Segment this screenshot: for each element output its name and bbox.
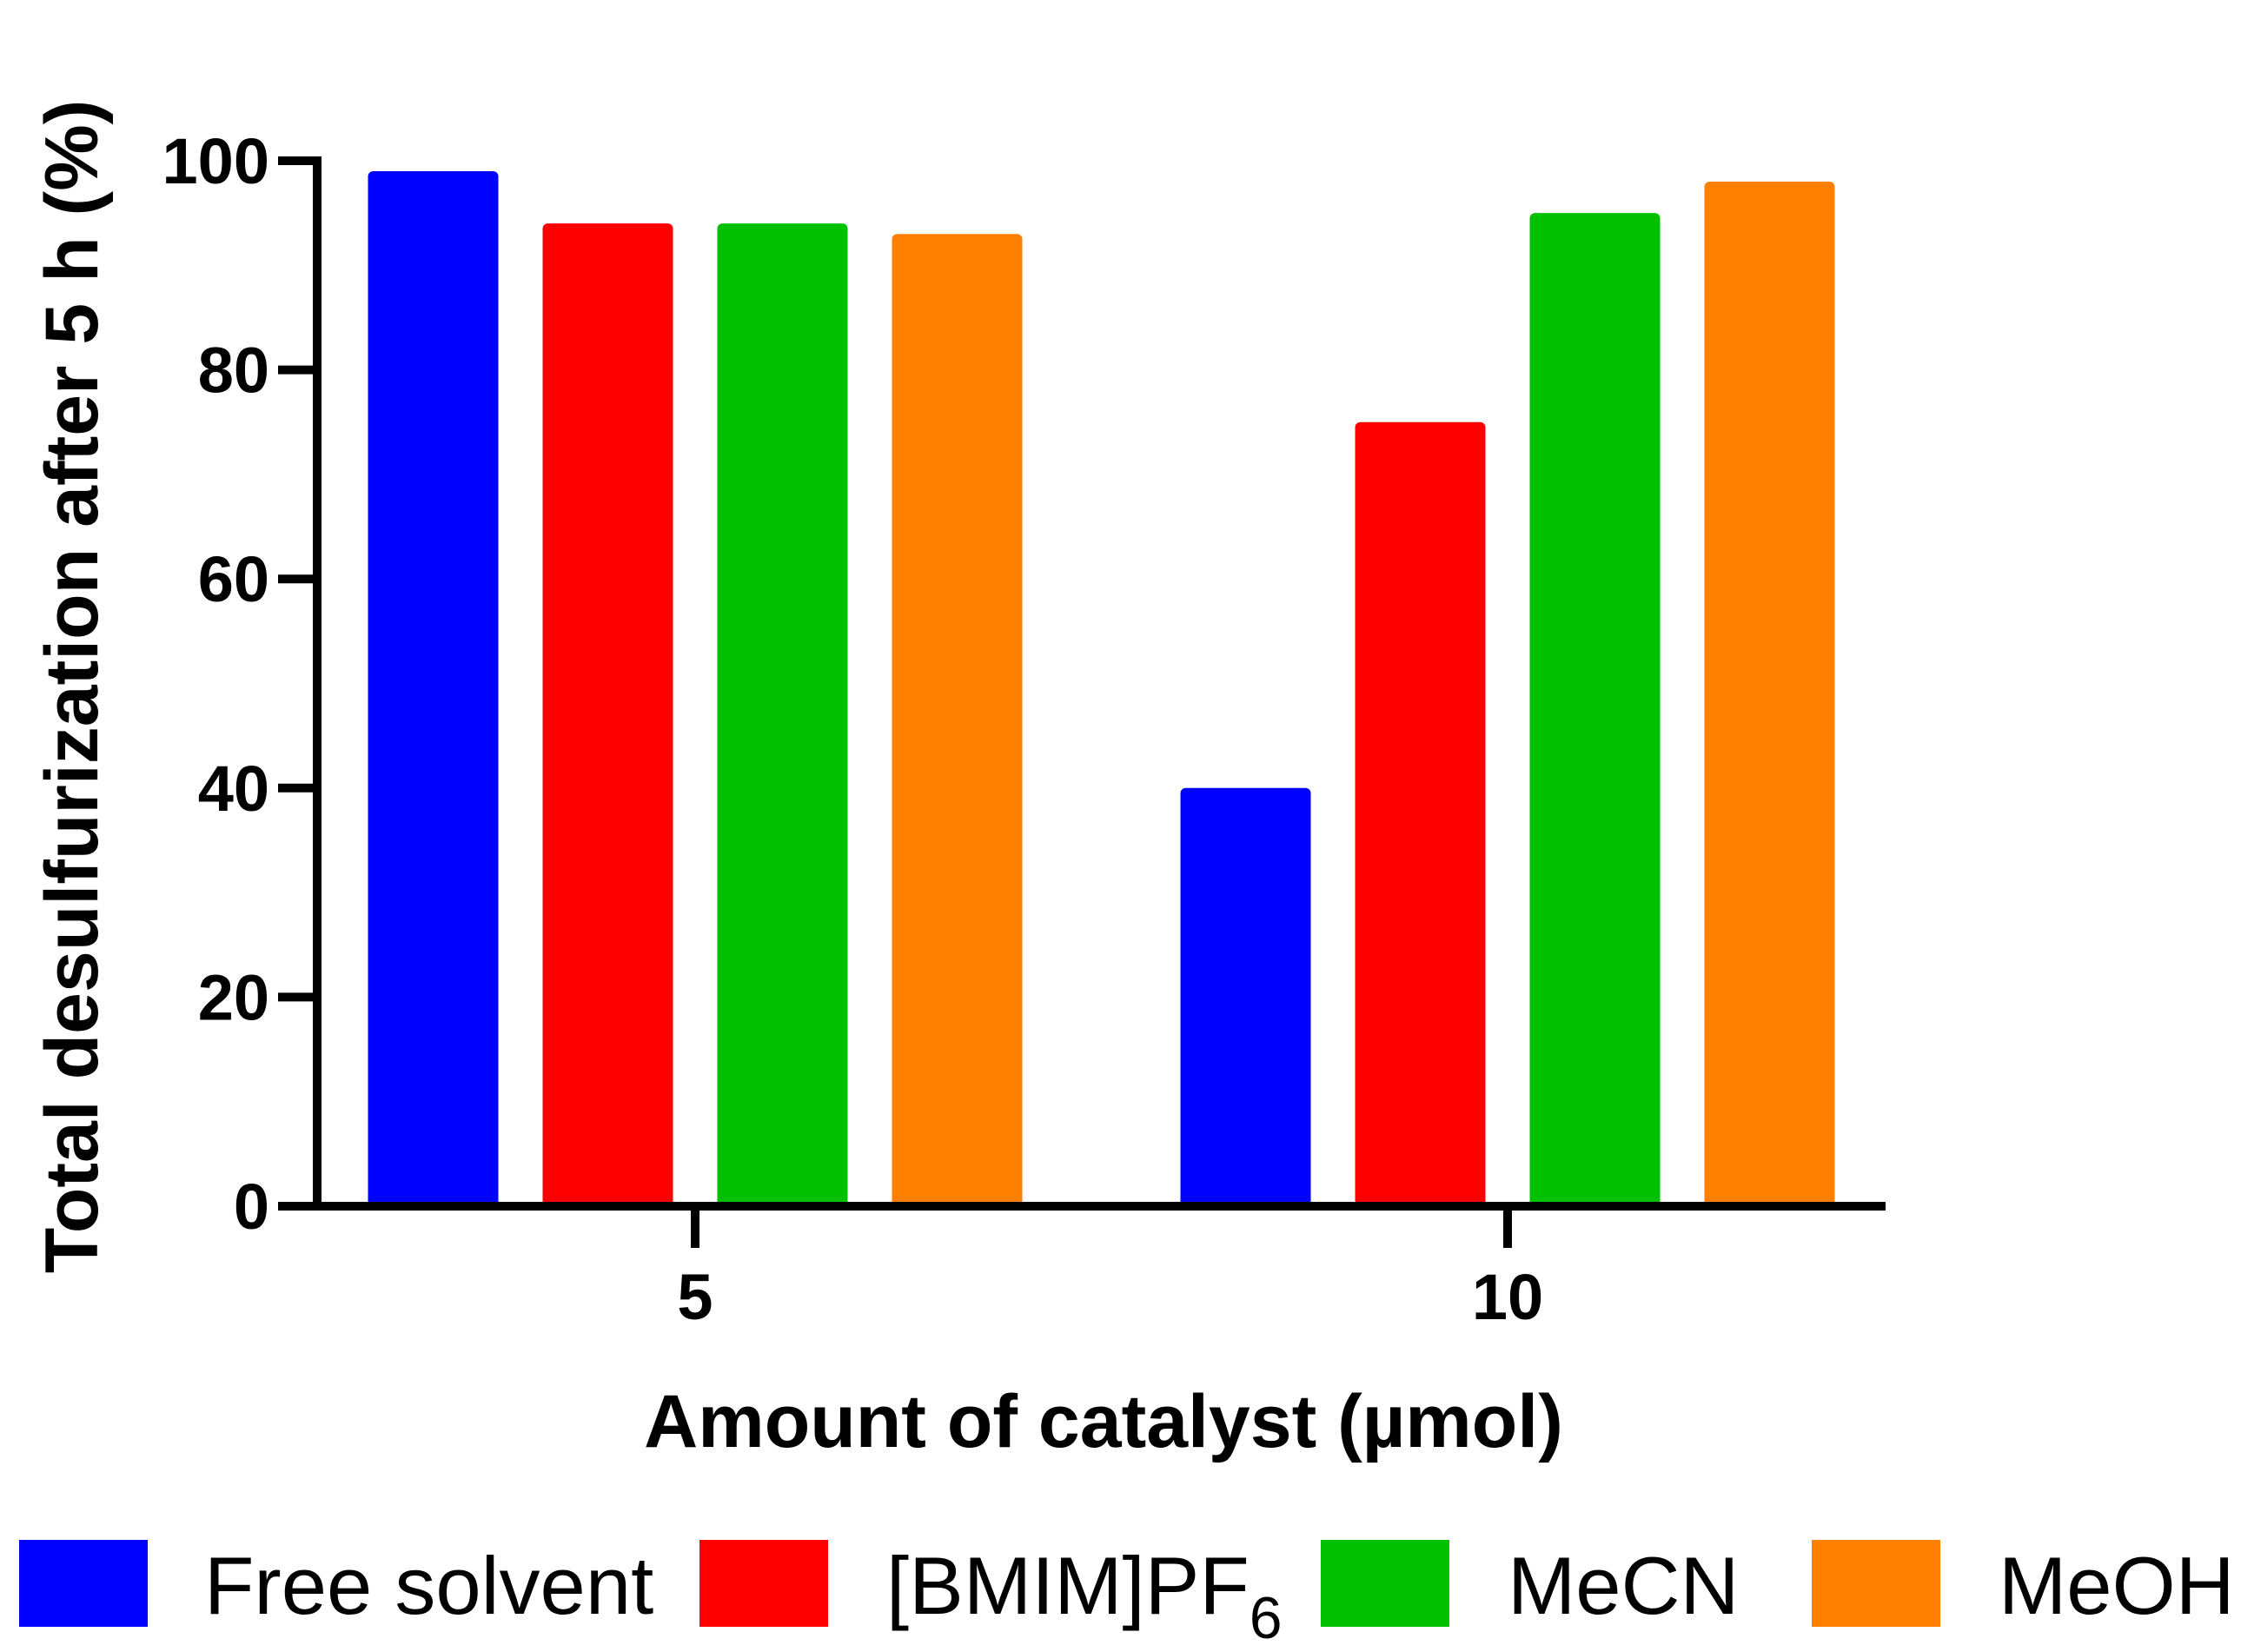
labels: 0 20 40 60 80 100 5 10 Amount of catalyst (µmol)… bbox=[30, 100, 1563, 1463]
legend-swatch-meoh bbox=[1812, 1540, 1940, 1627]
x-axis-title: Amount of catalyst (µmol) bbox=[644, 1380, 1563, 1463]
bar-free-solvent-5 bbox=[368, 171, 499, 1206]
y-tick-label-20: 20 bbox=[198, 961, 269, 1033]
legend: Free solvent [BMIM]PF6 MeCN MeOH bbox=[19, 1540, 2235, 1651]
legend-swatch-free-solvent bbox=[19, 1540, 148, 1627]
y-tick-label-80: 80 bbox=[198, 335, 269, 407]
legend-label-meoh: MeOH bbox=[1999, 1540, 2235, 1631]
legend-label--bmim-pf6: [BMIM]PF6 bbox=[886, 1540, 1283, 1651]
bar--bmim-pf6-10 bbox=[1355, 421, 1486, 1206]
legend-swatch-mecn bbox=[1321, 1540, 1449, 1627]
axes bbox=[278, 156, 1886, 1248]
x-tick-label-5: 5 bbox=[677, 1261, 713, 1333]
y-tick-label-40: 40 bbox=[198, 753, 269, 825]
bar-meoh-5 bbox=[892, 234, 1023, 1207]
bars bbox=[368, 171, 1835, 1207]
y-axis-title: Total desulfurization after 5 h (%) bbox=[30, 100, 114, 1274]
legend-swatch--bmim-pf6 bbox=[699, 1540, 828, 1627]
legend-label-free-solvent: Free solvent bbox=[204, 1540, 653, 1631]
bar-mecn-5 bbox=[717, 223, 848, 1207]
bar-mecn-10 bbox=[1529, 213, 1661, 1206]
y-tick-label-100: 100 bbox=[162, 125, 269, 197]
bar--bmim-pf6-5 bbox=[542, 223, 673, 1207]
y-tick-label-0: 0 bbox=[234, 1171, 269, 1243]
legend-label-mecn: MeCN bbox=[1508, 1540, 1739, 1631]
y-tick-label-60: 60 bbox=[198, 543, 269, 615]
bar-free-solvent-10 bbox=[1180, 787, 1311, 1206]
bar-meoh-10 bbox=[1704, 182, 1835, 1206]
x-tick-label-10: 10 bbox=[1472, 1261, 1543, 1333]
